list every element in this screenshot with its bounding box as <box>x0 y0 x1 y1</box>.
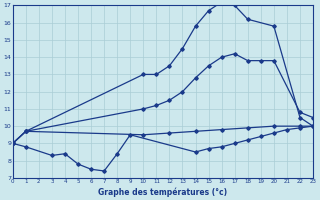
X-axis label: Graphe des températures (°c): Graphe des températures (°c) <box>98 187 228 197</box>
